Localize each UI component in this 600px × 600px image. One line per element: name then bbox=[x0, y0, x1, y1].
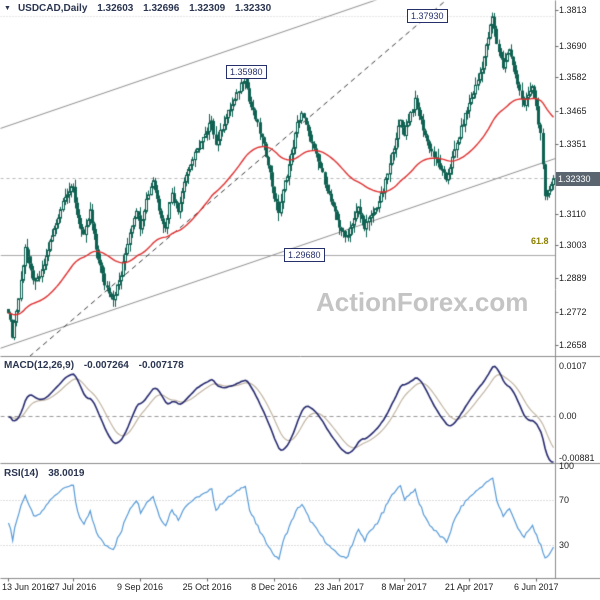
rsi-axis-label: 70 bbox=[559, 495, 570, 505]
macd-value-signal: -0.007178 bbox=[138, 360, 184, 371]
macd-title: MACD(12,26,9) bbox=[4, 360, 75, 371]
rsi-title: RSI(14) bbox=[4, 468, 39, 479]
macd-header: MACD(12,26,9) -0.007264 -0.007178 bbox=[4, 360, 191, 371]
date-label: 6 Jun 2017 bbox=[513, 582, 559, 592]
quote-high: 1.32696 bbox=[143, 3, 180, 14]
date-label: 21 Apr 2017 bbox=[444, 582, 494, 592]
current-price-tag: 1.32330 bbox=[556, 171, 600, 186]
price-axis-label: 1.3003 bbox=[559, 239, 587, 250]
price-annotation-support: 1.29680 bbox=[284, 248, 325, 263]
price-axis-label: 1.2658 bbox=[559, 340, 587, 350]
quote-close: 1.32330 bbox=[235, 3, 272, 14]
chevron-down-icon: ▼ bbox=[4, 5, 11, 12]
macd-axis-label: -0.00881 bbox=[559, 452, 595, 463]
quote-open: 1.32603 bbox=[97, 3, 134, 14]
date-label: 27 Jul 2016 bbox=[49, 582, 97, 592]
date-label: 9 Sep 2016 bbox=[117, 582, 164, 592]
price-axis-label: 1.3351 bbox=[559, 139, 587, 149]
price-axis-label: 1.2772 bbox=[559, 306, 587, 317]
price-annotation-resistance-1: 1.37930 bbox=[407, 8, 448, 23]
date-label: 13 Jun 2016 bbox=[2, 582, 52, 592]
rsi-axis-label: 100 bbox=[559, 461, 575, 472]
rsi-value: 38.0019 bbox=[48, 468, 85, 479]
quote-low: 1.32309 bbox=[189, 3, 226, 14]
symbol-label: USDCAD,Daily bbox=[17, 3, 88, 14]
date-label: 8 Mar 2017 bbox=[381, 582, 427, 592]
date-label: 23 Jan 2017 bbox=[314, 582, 364, 592]
price-axis-label: 1.3813 bbox=[559, 5, 587, 15]
rsi-axis-label: 30 bbox=[559, 540, 570, 550]
macd-value-main: -0.007264 bbox=[83, 360, 129, 371]
symbol-header: ▼ USDCAD,Daily 1.32603 1.32696 1.32309 1.… bbox=[4, 3, 278, 14]
rsi-header: RSI(14) 38.0019 bbox=[4, 468, 91, 479]
price-axis-label: 1.3110 bbox=[559, 208, 586, 219]
price-axis-label: 1.2889 bbox=[559, 273, 587, 283]
macd-axis-label: 0.00 bbox=[559, 411, 577, 422]
price-axis-label: 1.3465 bbox=[559, 105, 587, 116]
price-annotation-resistance-2: 1.35980 bbox=[226, 65, 267, 80]
date-label: 8 Dec 2016 bbox=[251, 582, 298, 592]
price-axis-label: 1.3690 bbox=[559, 40, 587, 51]
fib-618-label: 61.8 bbox=[531, 236, 549, 246]
price-axis-label: 1.3582 bbox=[559, 72, 587, 82]
macd-axis-label: 0.0107 bbox=[559, 361, 587, 371]
date-label: 25 Oct 2016 bbox=[182, 582, 232, 592]
